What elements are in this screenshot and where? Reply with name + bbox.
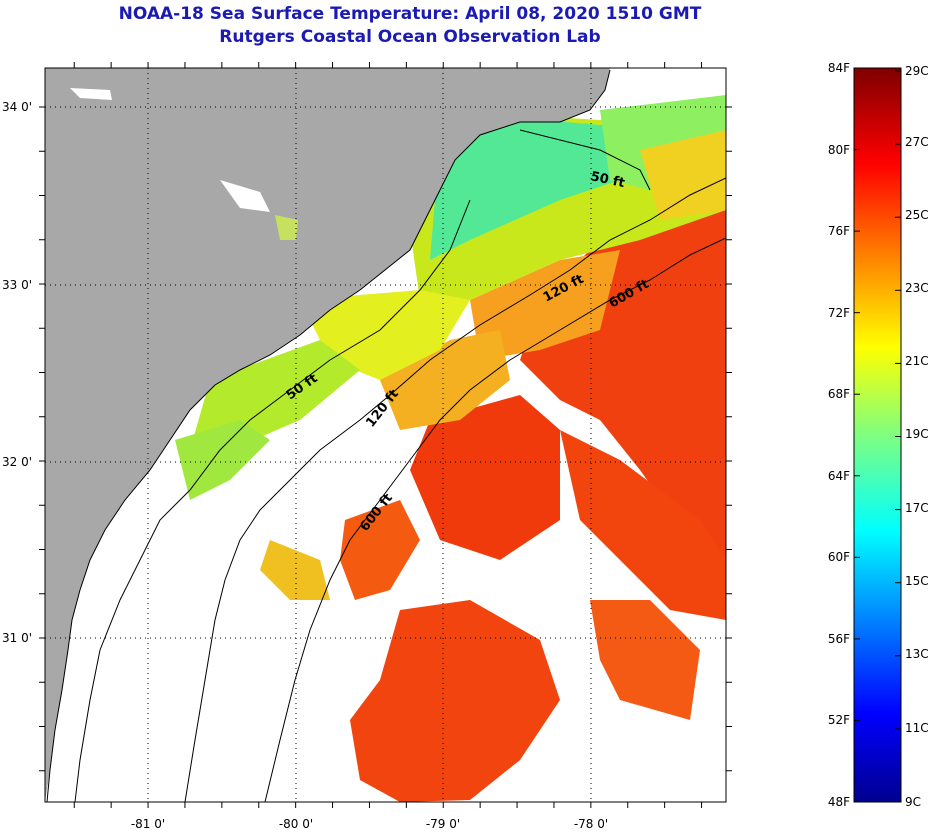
map-frame	[44, 67, 727, 803]
colorbar-f-64: 64F	[828, 469, 850, 483]
lon-label-78: -78 0'	[574, 817, 608, 831]
contour-120ft	[184, 177, 726, 802]
colorbar-f-84: 84F	[828, 61, 850, 75]
colorbar-f-68: 68F	[828, 387, 850, 401]
lat-label-34: 34 0'	[2, 100, 32, 114]
colorbar-c-17: 17C	[905, 501, 928, 515]
colorbar-ticks	[854, 67, 901, 803]
map-title: NOAA-18 Sea Surface Temperature: April 0…	[118, 4, 702, 24]
graticule	[45, 68, 726, 802]
colorbar-f-76: 76F	[828, 224, 850, 238]
colorbar-c-21: 21C	[905, 354, 928, 368]
sst-warm-patches	[340, 210, 726, 802]
coastline	[46, 69, 611, 802]
colorbar-c-27: 27C	[905, 135, 928, 149]
colorbar-c-25: 25C	[905, 208, 928, 222]
colorbar-c-11: 11C	[905, 721, 928, 735]
colorbar-f-80: 80F	[828, 143, 850, 157]
colorbar-c-29: 29C	[905, 64, 928, 78]
lon-label-79: -79 0'	[426, 817, 460, 831]
colorbar-c-23: 23C	[905, 281, 928, 295]
map-field	[45, 68, 726, 802]
colorbar-f-48: 48F	[828, 795, 850, 809]
colorbar-c-19: 19C	[905, 427, 928, 441]
colorbar-f-60: 60F	[828, 550, 850, 564]
map-subtitle: Rutgers Coastal Ocean Observation Lab	[219, 27, 601, 47]
lat-label-32: 32 0'	[2, 455, 32, 469]
colorbar-f-72: 72F	[828, 306, 850, 320]
contour-50ft	[74, 129, 651, 802]
colorbar-c-13: 13C	[905, 647, 928, 661]
colorbar-c-15: 15C	[905, 574, 928, 588]
lat-label-33: 33 0'	[2, 278, 32, 292]
colorbar-f-52: 52F	[828, 713, 850, 727]
lon-label-80: -80 0'	[279, 817, 313, 831]
contour-label-50ft-north: 50 ft	[589, 169, 626, 191]
colorbar-f-56: 56F	[828, 632, 850, 646]
land-mass	[45, 68, 610, 802]
lon-label-81: -81 0'	[131, 817, 165, 831]
lat-label-31: 31 0'	[2, 631, 32, 645]
colorbar-c-9: 9C	[905, 795, 921, 809]
contour-600ft	[264, 237, 726, 802]
axis-ticks	[39, 62, 732, 808]
colorbar	[853, 67, 902, 803]
